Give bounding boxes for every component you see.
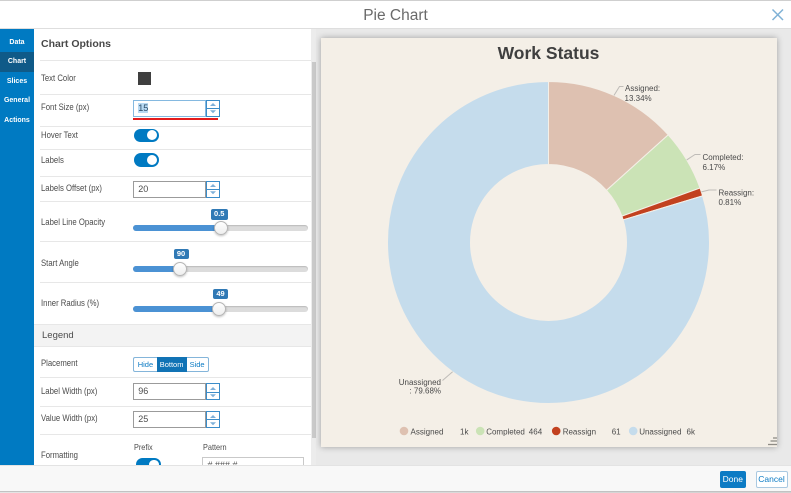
svg-text:Assigned:: Assigned: — [625, 84, 660, 93]
svg-text:Completed: Completed — [486, 428, 525, 437]
svg-text:Reassign: Reassign — [562, 428, 595, 437]
svg-text:6k: 6k — [686, 428, 695, 437]
svg-text:Completed:: Completed: — [702, 153, 743, 162]
svg-text:Reassign:: Reassign: — [718, 189, 754, 198]
svg-text:Assigned: Assigned — [410, 428, 443, 437]
svg-text:464: 464 — [528, 428, 542, 437]
svg-text:: 79.68%: : 79.68% — [409, 387, 441, 396]
svg-text:61: 61 — [611, 428, 620, 437]
svg-text:0.81%: 0.81% — [718, 198, 741, 207]
svg-text:Unassigned: Unassigned — [639, 428, 681, 437]
svg-text:13.34%: 13.34% — [624, 94, 651, 103]
svg-text:Unassigned: Unassigned — [398, 378, 440, 387]
svg-text:1k: 1k — [460, 428, 469, 437]
svg-text:6.17%: 6.17% — [702, 163, 725, 172]
